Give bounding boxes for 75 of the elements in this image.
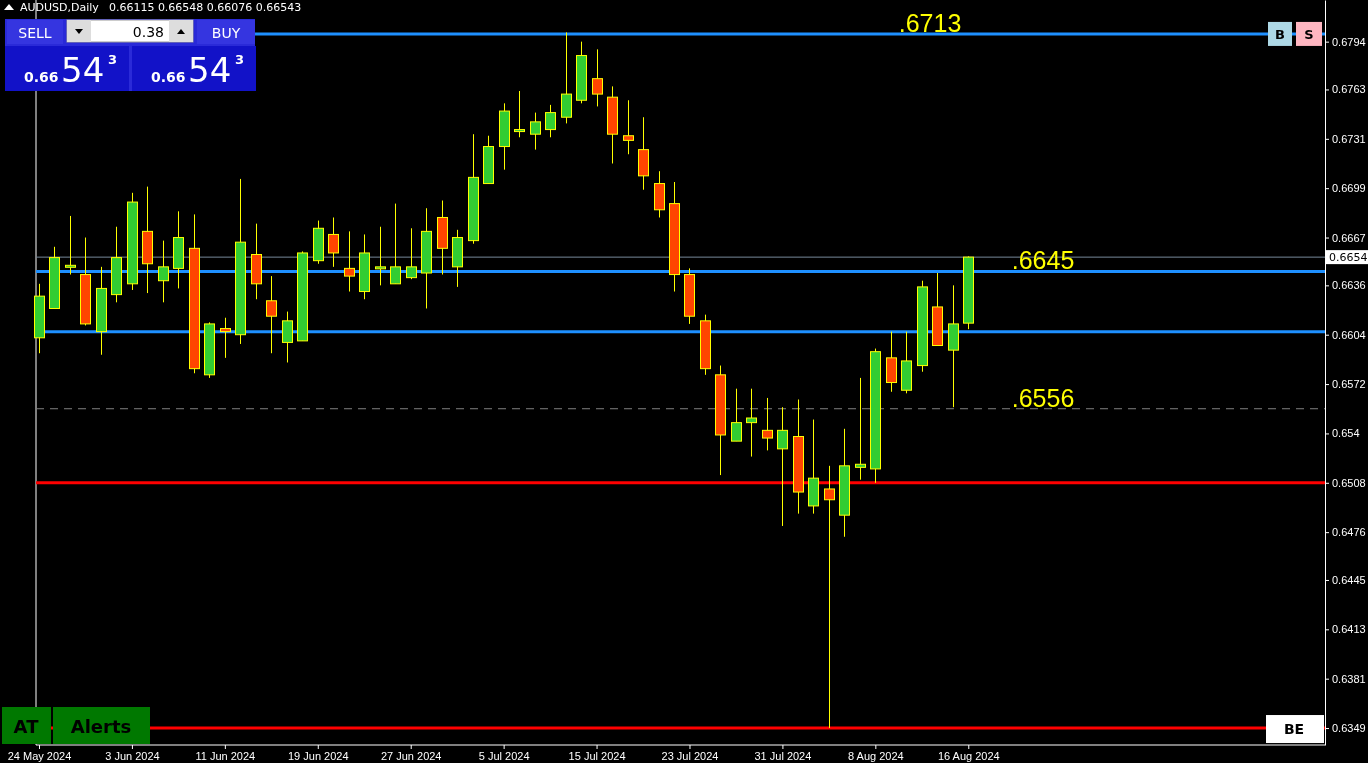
candlestick: [282, 311, 293, 363]
annotation: Alerts: [70, 716, 132, 737]
candlestick: [824, 465, 835, 729]
candlestick: [731, 388, 742, 442]
ref-line-label: .6556: [1011, 383, 1075, 412]
lot-field: 0.38: [66, 19, 194, 43]
candlestick: [266, 275, 277, 354]
candlestick: [746, 388, 757, 458]
y-tick-label: 0.6381: [1332, 672, 1366, 685]
annotation: B: [1275, 26, 1285, 42]
x-tick-label: 31 Jul 2024: [754, 749, 812, 762]
candlestick: [592, 48, 603, 107]
candlestick: [777, 406, 788, 527]
y-tick-label: 0.654: [1332, 427, 1360, 440]
y-tick-label: 0.6572: [1332, 378, 1366, 391]
y-tick-label: 0.6604: [1332, 328, 1366, 341]
x-tick-label: 5 Jul 2024: [478, 749, 530, 762]
x-tick-label: 15 Jul 2024: [568, 749, 626, 762]
annotation: S: [1304, 26, 1314, 42]
chart-title: AUDUSD,Daily: [20, 1, 100, 14]
chart-subtitle: 0.66115 0.66548 0.66076 0.66543: [108, 1, 302, 14]
x-tick-label: 16 Aug 2024: [937, 749, 1000, 762]
annotation: .6713: [898, 8, 962, 37]
candlestick: [623, 99, 634, 155]
x-tick-label: 24 May 2024: [7, 749, 72, 762]
ref-line-label: 0.6654: [1329, 251, 1368, 265]
candlestick: [344, 230, 355, 293]
candlestick: [65, 215, 76, 276]
candlestick: [561, 31, 572, 124]
y-tick-label: 0.6349: [1332, 722, 1366, 735]
annotation: BUY: [211, 25, 241, 41]
annotation: 3: [235, 52, 245, 67]
ref-line-label: BE: [1283, 721, 1305, 738]
y-tick-label: 0.6636: [1332, 279, 1366, 292]
annotation: 0.66: [24, 69, 59, 85]
candlestick: [328, 216, 339, 268]
s-button: S: [1296, 21, 1322, 46]
candlestick: [406, 227, 417, 280]
x-tick-label: 8 Aug 2024: [848, 749, 904, 762]
annotation: AT: [13, 716, 40, 737]
candlestick: [530, 112, 541, 151]
x-tick-label: 27 Jun 2024: [380, 749, 442, 762]
candlestick: [762, 397, 773, 451]
annotation: 0.38: [132, 24, 164, 40]
candlestick: [375, 226, 386, 286]
sell-button: SELL: [7, 20, 63, 44]
y-tick-label: 0.6476: [1332, 526, 1366, 539]
b-button: B: [1268, 21, 1292, 46]
candlestick: [545, 104, 556, 138]
annotation: 54: [61, 50, 105, 90]
y-tick-label: 0.6699: [1332, 182, 1366, 195]
candlestick: [855, 377, 866, 481]
annotation: 0.66: [151, 69, 186, 85]
y-tick-label: 0.6763: [1332, 83, 1366, 96]
annotation: SELL: [18, 25, 52, 41]
candlestick: [390, 203, 401, 285]
x-tick-label: 19 Jun 2024: [288, 749, 349, 762]
y-tick-label: 0.6731: [1332, 132, 1366, 145]
x-tick-label: 3 Jun 2024: [105, 749, 160, 762]
x-tick-label: 23 Jul 2024: [661, 749, 719, 762]
at-button: AT: [2, 707, 51, 744]
y-tick-label: 0.6508: [1332, 476, 1366, 489]
y-tick-label: 0.6667: [1332, 231, 1366, 244]
y-tick-label: 0.6445: [1332, 573, 1366, 586]
candlestick: [514, 90, 525, 138]
annotation: 3: [108, 52, 118, 67]
candlestick: [158, 240, 169, 303]
alerts-button: Alerts: [53, 707, 150, 744]
buy-button: BUY: [197, 20, 255, 44]
annotation: 54: [188, 50, 232, 90]
ref-line-label: .6645: [1011, 246, 1075, 275]
x-tick-label: 11 Jun 2024: [195, 749, 256, 762]
y-tick-label: 0.6413: [1332, 623, 1366, 636]
candlestick: [220, 317, 231, 359]
y-tick-label: 0.6794: [1332, 35, 1366, 48]
